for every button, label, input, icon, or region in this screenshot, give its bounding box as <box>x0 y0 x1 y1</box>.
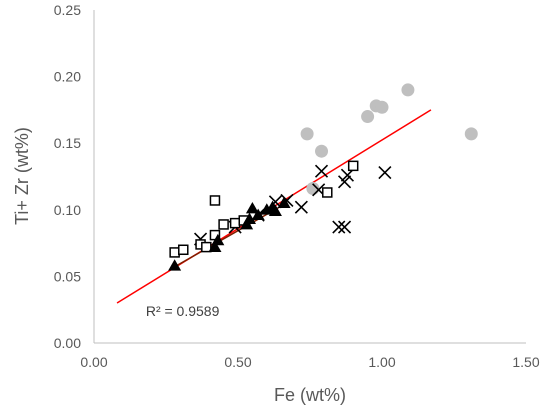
data-point-triangle <box>277 196 291 209</box>
x-tick-label: 0.50 <box>224 354 251 370</box>
data-point-square <box>347 160 359 172</box>
y-tick-label: 0.05 <box>54 268 81 284</box>
x-axis-title: Fe (wt%) <box>274 385 346 405</box>
data-point-circle <box>361 110 375 124</box>
data-point-circle <box>464 127 478 141</box>
annotations: R² = 0.9589 <box>146 303 220 319</box>
data-point-triangle <box>168 259 182 271</box>
data-point-square <box>201 241 212 253</box>
data-point-circle <box>401 83 415 97</box>
data-point-triangle <box>208 240 222 252</box>
data-point-square <box>178 244 189 256</box>
data-point-square <box>229 217 241 229</box>
y-tick-label: 0.15 <box>54 135 81 151</box>
x-tick-label: 1.50 <box>512 354 539 370</box>
data-point-circle <box>300 127 314 141</box>
data-point-x <box>294 200 308 214</box>
x-tick-label: 0.00 <box>80 354 107 370</box>
data-point-x <box>314 164 329 178</box>
data-point-square <box>218 219 229 230</box>
data-point-triangle <box>251 208 265 221</box>
data-points <box>168 83 478 271</box>
data-point-square <box>209 195 221 206</box>
data-point-triangle <box>243 212 257 224</box>
data-point-circle <box>315 144 329 158</box>
r-squared-label: R² = 0.9589 <box>146 303 220 319</box>
data-point-square <box>169 247 180 258</box>
data-point-triangle <box>268 204 282 217</box>
data-point-x <box>378 165 392 180</box>
data-point-triangle <box>211 233 225 246</box>
data-point-triangle <box>245 201 259 214</box>
data-point-x <box>332 220 346 234</box>
y-tick-label: 0.25 <box>54 2 81 18</box>
y-tick-labels: 0.00 0.05 0.10 0.15 0.20 0.25 <box>54 2 81 351</box>
data-point-square <box>322 187 333 198</box>
x-tick-labels: 0.00 0.50 1.00 1.50 <box>80 354 539 370</box>
trend-triangles-line <box>171 203 285 270</box>
data-point-x <box>340 168 355 182</box>
y-tick-label: 0.20 <box>54 69 81 85</box>
axes <box>93 10 526 344</box>
y-tick-label: 0.10 <box>54 202 81 218</box>
data-point-circle <box>375 100 389 114</box>
data-point-x <box>337 175 352 189</box>
y-tick-label: 0.00 <box>54 335 81 351</box>
y-axis-title: Ti+ Zr (wt%) <box>12 127 32 225</box>
data-point-x <box>337 220 352 234</box>
x-tick-label: 1.00 <box>368 354 395 370</box>
